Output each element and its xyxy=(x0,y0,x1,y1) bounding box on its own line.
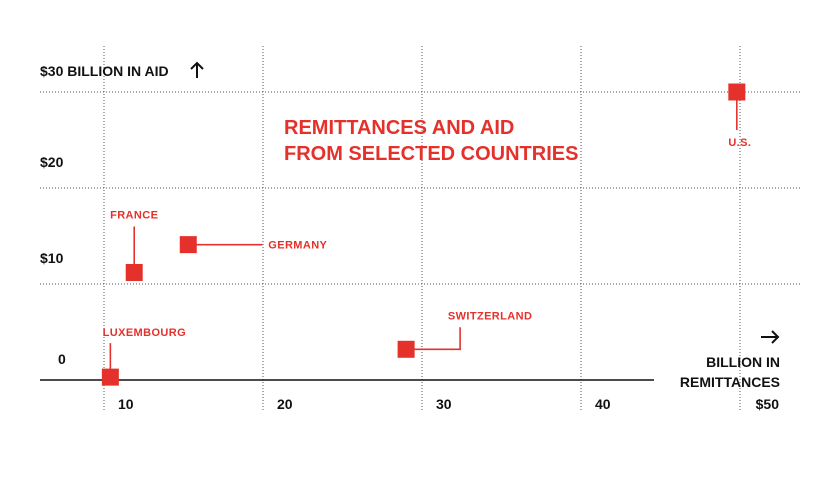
leader-line xyxy=(414,327,461,351)
right-arrow-icon xyxy=(761,330,780,344)
grid-lines xyxy=(40,46,800,410)
tick-labels: 10 20 30 40 $50 0 $10 $20 $30 BILLION IN AID xyxy=(40,63,779,412)
x-tick-label: $50 xyxy=(756,396,780,412)
point-label: GERMANY xyxy=(268,240,327,252)
x-tick-label: 30 xyxy=(436,396,452,412)
point-label: U.S. xyxy=(728,137,751,149)
x-tick-label: 20 xyxy=(277,396,293,412)
y-tick-label: $20 xyxy=(40,154,64,170)
point-label: FRANCE xyxy=(110,209,158,221)
chart-title: REMITTANCES AND AID FROM SELECTED COUNTRI… xyxy=(284,117,578,165)
y-tick-label: 0 xyxy=(58,351,66,367)
point-u-s: U.S. xyxy=(728,83,751,149)
point-marker xyxy=(397,340,415,358)
point-marker xyxy=(179,236,197,254)
chart-title-line: REMITTANCES AND AID xyxy=(284,117,514,139)
point-luxembourg: LUXEMBOURG xyxy=(101,327,186,386)
x-axis-title: BILLION IN REMITTANCES xyxy=(680,354,780,390)
point-label: SWITZERLAND xyxy=(448,310,532,322)
up-arrow-icon xyxy=(190,61,204,78)
point-label: LUXEMBOURG xyxy=(103,327,186,339)
data-points: U.S. FRANCE GERMANY LUXEMBOURG SWITZERLAND xyxy=(101,83,751,386)
point-france: FRANCE xyxy=(110,209,158,281)
point-marker xyxy=(101,368,119,386)
chart-title-line: FROM SELECTED COUNTRIES xyxy=(284,143,578,165)
y-tick-label: $30 BILLION IN AID xyxy=(40,63,169,79)
y-tick-label: $10 xyxy=(40,250,64,266)
x-tick-label: 10 xyxy=(118,396,134,412)
point-marker xyxy=(728,83,746,101)
point-switzerland: SWITZERLAND xyxy=(397,310,532,358)
point-marker xyxy=(125,263,143,281)
point-germany: GERMANY xyxy=(179,236,327,254)
x-tick-label: 40 xyxy=(595,396,611,412)
x-axis-title-line: BILLION IN xyxy=(706,354,780,370)
x-axis-title-line: REMITTANCES xyxy=(680,374,780,390)
